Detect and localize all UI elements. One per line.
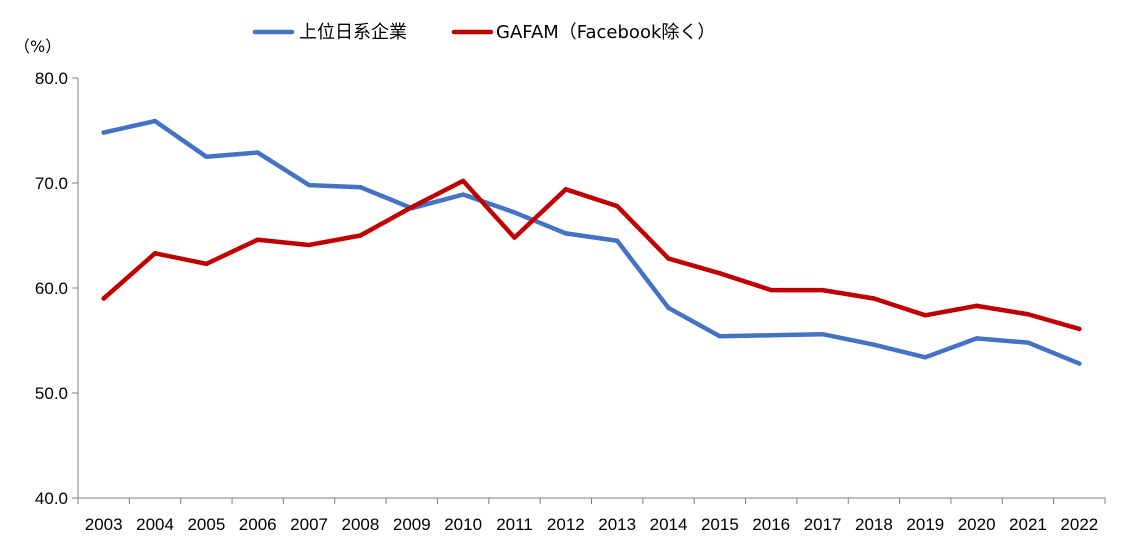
data-point: [255, 150, 260, 155]
data-point: [614, 203, 620, 209]
series-line-japanese-companies: [101, 118, 1082, 366]
data-point: [563, 187, 569, 192]
data-point: [1025, 340, 1031, 345]
x-tick-label: 2006: [239, 515, 277, 534]
data-point: [871, 342, 877, 347]
data-point: [820, 287, 825, 293]
y-tick-label: 40.0: [35, 489, 68, 508]
data-point: [1077, 326, 1082, 332]
x-tick-label: 2021: [1009, 515, 1047, 534]
legend: 上位日系企業 GAFAM（Facebook除く）: [252, 22, 715, 43]
y-tick-label: 60.0: [35, 279, 68, 298]
data-point: [460, 192, 466, 197]
data-point: [358, 185, 363, 190]
x-axis-ticks: 2003 2004 2005 2006 2007 2008 2009 2010 2011 2012…: [77, 498, 1106, 534]
y-tick-label: 80.0: [35, 69, 68, 88]
data-point: [152, 118, 158, 124]
legend-item-japanese-companies: 上位日系企業: [252, 22, 407, 43]
x-tick-label: 2014: [650, 515, 688, 534]
plot-area: 80.070.060.050.040.0 2003 2004 2005 2006 200…: [35, 69, 1106, 534]
x-tick-label: 2013: [598, 515, 636, 534]
data-point: [152, 251, 158, 256]
data-point: [306, 242, 312, 248]
legend-label-gafam: GAFAM（Facebook除く）: [496, 22, 715, 43]
legend-label-japanese-companies: 上位日系企業: [299, 22, 407, 43]
data-point: [101, 130, 106, 135]
y-axis-ticks: 80.0 70.0 60.0 50.0 40.0: [35, 69, 78, 508]
data-point: [101, 296, 106, 301]
data-point: [204, 154, 209, 159]
x-tick-label: 2009: [393, 515, 431, 534]
data-point: [820, 332, 825, 337]
data-point: [974, 303, 979, 309]
x-tick-label: 2010: [444, 515, 482, 534]
data-point: [717, 334, 723, 339]
series-line-gafam: [101, 178, 1082, 332]
x-tick-label: 2022: [1060, 515, 1098, 534]
x-tick-label: 2008: [342, 515, 380, 534]
data-point: [563, 231, 569, 236]
data-point: [717, 271, 723, 276]
x-tick-label: 2005: [187, 515, 225, 534]
data-point: [204, 261, 209, 267]
x-tick-label: 2004: [136, 515, 174, 534]
x-tick-label: 2011: [496, 515, 533, 534]
x-tick-label: 2003: [85, 515, 123, 534]
data-point: [409, 204, 414, 210]
data-point: [614, 238, 620, 243]
data-point: [460, 178, 466, 184]
data-point: [358, 233, 363, 238]
x-tick-label: 2015: [701, 515, 739, 534]
data-point: [1077, 361, 1082, 366]
legend-item-gafam: GAFAM（Facebook除く）: [451, 22, 715, 43]
y-tick-label: 70.0: [35, 174, 68, 193]
y-tick-label: 50.0: [35, 384, 68, 403]
x-tick-label: 2007: [290, 515, 328, 534]
data-point: [666, 256, 671, 261]
data-point: [769, 287, 774, 293]
x-tick-label: 2017: [804, 515, 842, 534]
data-point: [923, 313, 928, 318]
data-point: [306, 182, 312, 188]
data-point: [1025, 312, 1031, 317]
data-point: [871, 296, 877, 301]
x-tick-label: 2018: [855, 515, 893, 534]
x-tick-label: 2012: [547, 515, 585, 534]
x-tick-label: 2020: [958, 515, 996, 534]
data-point: [255, 237, 260, 242]
x-tick-label: 2016: [752, 515, 790, 534]
series-lines: [101, 118, 1082, 366]
y-axis-unit-label: （%）: [14, 37, 61, 56]
data-point: [769, 333, 774, 338]
data-point: [512, 210, 517, 215]
data-point: [974, 336, 979, 341]
data-point: [923, 355, 928, 360]
x-tick-label: 2019: [906, 515, 944, 534]
data-point: [666, 305, 671, 311]
data-point: [512, 235, 517, 240]
